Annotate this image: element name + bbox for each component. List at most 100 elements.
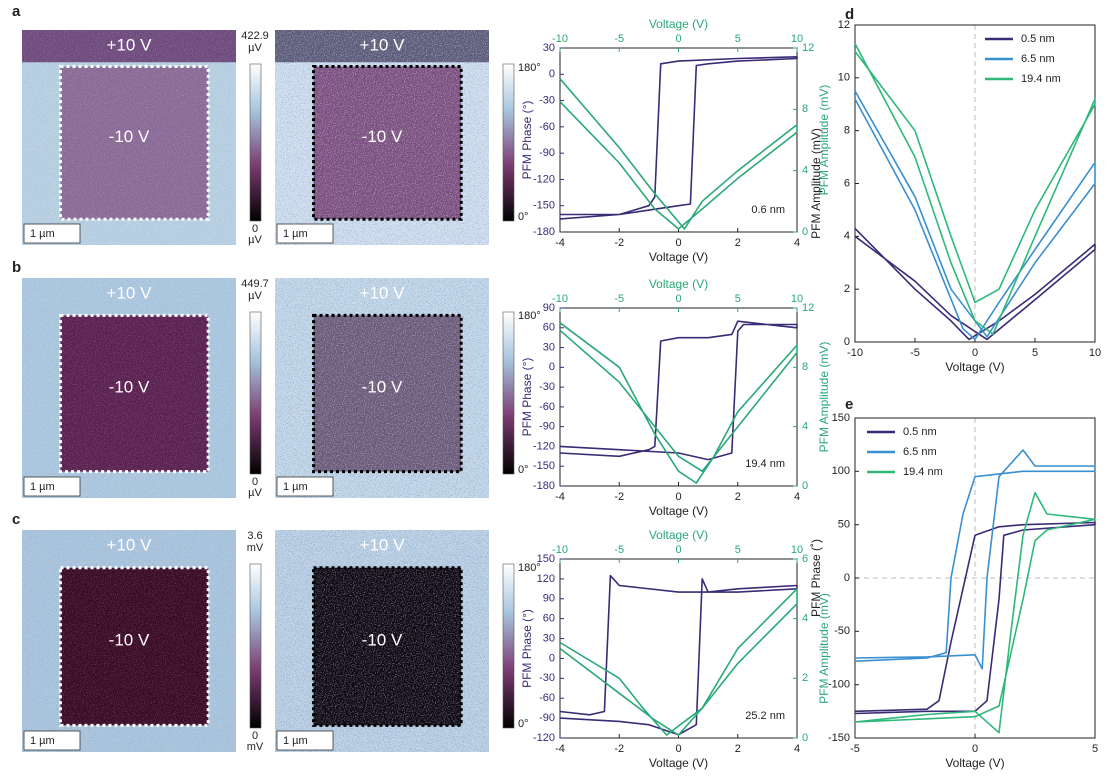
- x2-tick-label: 5: [735, 544, 741, 556]
- legend-label: 6.5 nm: [1021, 53, 1055, 65]
- y-tick-label: 0: [549, 361, 555, 373]
- y-tick-label: -60: [539, 121, 555, 133]
- y-tick-label: 4: [844, 230, 850, 242]
- panel-label: c: [12, 511, 20, 528]
- data-line: [559, 56, 798, 220]
- x2-tick-label: 5: [735, 33, 741, 45]
- x-axis-label: Voltage (V): [945, 756, 1004, 770]
- y-tick-label: -90: [539, 147, 555, 159]
- y-tick-label: -120: [533, 732, 555, 744]
- scale-bar-box: [276, 730, 334, 751]
- y-tick-label: 120: [537, 573, 555, 585]
- y2-tick-label: 4: [802, 613, 808, 625]
- top-label: +10 V: [360, 283, 406, 302]
- x-tick-label: 0: [972, 347, 978, 359]
- y-tick-label: 10: [838, 72, 850, 84]
- colorbar-unit: mV: [247, 741, 264, 753]
- scale-bar-box: [23, 223, 81, 244]
- colorbar: [249, 63, 262, 222]
- y2-tick-label: 2: [802, 672, 808, 684]
- colorbar-min: 0: [252, 223, 258, 235]
- y-tick-label: 60: [543, 322, 555, 334]
- y-tick-label: 50: [838, 519, 850, 531]
- y2-axis-label: PFM Amplitude (mV): [817, 342, 831, 453]
- x-tick-label: 4: [794, 743, 800, 755]
- domain-outline: [59, 566, 210, 727]
- top-label: +10 V: [107, 535, 153, 554]
- y-tick-label: -120: [533, 440, 555, 452]
- y-tick-label: 90: [543, 302, 555, 314]
- x2-axis-label: Voltage (V): [649, 277, 708, 291]
- pfm-image: +10 V -10 V 1 µm 180° 0°: [275, 530, 541, 752]
- colorbar-max: 422.9: [241, 30, 269, 42]
- scale-bar-label: 1 µm: [283, 481, 308, 493]
- y-tick-label: 0: [844, 572, 850, 584]
- y-tick-label: 90: [543, 593, 555, 605]
- panel-label: a: [12, 3, 21, 20]
- x-tick-label: 4: [794, 491, 800, 503]
- colorbar-max: 3.6: [247, 530, 262, 542]
- data-line: [854, 521, 1096, 715]
- x-tick-label: 5: [1032, 347, 1038, 359]
- domain-outline: [312, 65, 463, 221]
- top-label: +10 V: [360, 535, 406, 554]
- scale-bar-box: [23, 730, 81, 751]
- legend-label: 19.4 nm: [903, 466, 943, 478]
- x-tick-label: -2: [614, 743, 624, 755]
- pfm-image: +10 V -10 V 1 µm 180° 0°: [275, 278, 541, 498]
- colorbar-unit: µV: [248, 487, 262, 499]
- x-tick-label: -5: [910, 347, 920, 359]
- colorbar-max: 449.7: [241, 278, 269, 290]
- colorbar-min: 0°: [518, 718, 529, 730]
- x-tick-label: 0: [675, 491, 681, 503]
- colorbar: [249, 311, 262, 475]
- scale-bar-box: [276, 223, 334, 244]
- x-tick-label: 0: [972, 743, 978, 755]
- y-tick-label: -120: [533, 173, 555, 185]
- y-tick-label: -90: [539, 421, 555, 433]
- annotation: 19.4 nm: [745, 458, 785, 470]
- inner-label: -10 V: [109, 127, 150, 146]
- y-tick-label: 8: [844, 125, 850, 137]
- y-tick-label: -180: [533, 480, 555, 492]
- legend-label: 19.4 nm: [1021, 73, 1061, 85]
- y-tick-label: -30: [539, 672, 555, 684]
- y-axis-label: PFM Phase (°): [520, 101, 534, 180]
- annotation: 25.2 nm: [745, 710, 785, 722]
- x-axis-label: Voltage (V): [649, 504, 708, 518]
- x-tick-label: -4: [555, 491, 565, 503]
- annotation: 0.6 nm: [751, 204, 785, 216]
- x-tick-label: 10: [1089, 347, 1101, 359]
- y-tick-label: 30: [543, 632, 555, 644]
- top-label: +10 V: [360, 35, 406, 54]
- colorbar-max: 180°: [518, 310, 541, 322]
- x-axis-label: Voltage (V): [649, 250, 708, 264]
- x2-tick-label: 0: [675, 544, 681, 556]
- legend-label: 0.5 nm: [1021, 33, 1055, 45]
- y-tick-label: -60: [539, 692, 555, 704]
- y2-tick-label: 8: [802, 361, 808, 373]
- x-tick-label: 5: [1092, 743, 1098, 755]
- scale-bar-label: 1 µm: [30, 735, 55, 747]
- x-tick-label: -4: [555, 743, 565, 755]
- y-tick-label: 0: [549, 68, 555, 80]
- x2-tick-label: -5: [614, 293, 624, 305]
- x-tick-label: 2: [735, 491, 741, 503]
- colorbar: [502, 563, 515, 729]
- y2-tick-label: 6: [802, 553, 808, 565]
- x2-tick-label: 10: [791, 33, 803, 45]
- x-tick-label: 0: [675, 237, 681, 249]
- data-line: [559, 588, 798, 736]
- x2-tick-label: -10: [552, 544, 568, 556]
- colorbar-unit: µV: [248, 234, 262, 246]
- y2-tick-label: 8: [802, 103, 808, 115]
- colorbar-min: 0: [252, 730, 258, 742]
- domain-outline: [59, 313, 210, 474]
- inner-label: -10 V: [362, 377, 403, 396]
- y-tick-label: -180: [533, 226, 555, 238]
- y-axis-label: PFM Phase (˚): [809, 539, 823, 617]
- y-tick-label: 6: [844, 177, 850, 189]
- y-tick-label: 150: [832, 412, 850, 424]
